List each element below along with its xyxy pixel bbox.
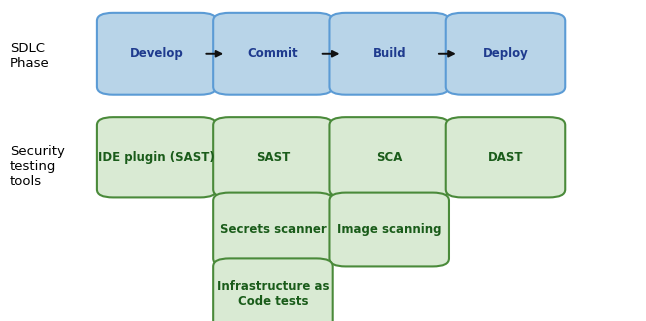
FancyBboxPatch shape: [446, 13, 565, 95]
Text: SAST: SAST: [256, 151, 290, 164]
Text: Image scanning: Image scanning: [337, 223, 441, 236]
FancyBboxPatch shape: [213, 117, 333, 197]
FancyBboxPatch shape: [97, 117, 216, 197]
Text: Secrets scanner: Secrets scanner: [220, 223, 326, 236]
Text: DAST: DAST: [488, 151, 523, 164]
Text: Infrastructure as
Code tests: Infrastructure as Code tests: [216, 280, 329, 308]
Text: Develop: Develop: [130, 47, 183, 60]
Text: Build: Build: [372, 47, 406, 60]
FancyBboxPatch shape: [329, 117, 449, 197]
Text: IDE plugin (SAST): IDE plugin (SAST): [98, 151, 215, 164]
Text: Deploy: Deploy: [483, 47, 528, 60]
Text: Commit: Commit: [247, 47, 298, 60]
FancyBboxPatch shape: [97, 13, 216, 95]
Text: SCA: SCA: [376, 151, 402, 164]
FancyBboxPatch shape: [213, 258, 333, 321]
FancyBboxPatch shape: [446, 117, 565, 197]
FancyBboxPatch shape: [329, 193, 449, 266]
FancyBboxPatch shape: [213, 193, 333, 266]
Text: Security
testing
tools: Security testing tools: [10, 145, 65, 188]
Text: SDLC
Phase: SDLC Phase: [10, 42, 50, 70]
FancyBboxPatch shape: [213, 13, 333, 95]
FancyBboxPatch shape: [329, 13, 449, 95]
